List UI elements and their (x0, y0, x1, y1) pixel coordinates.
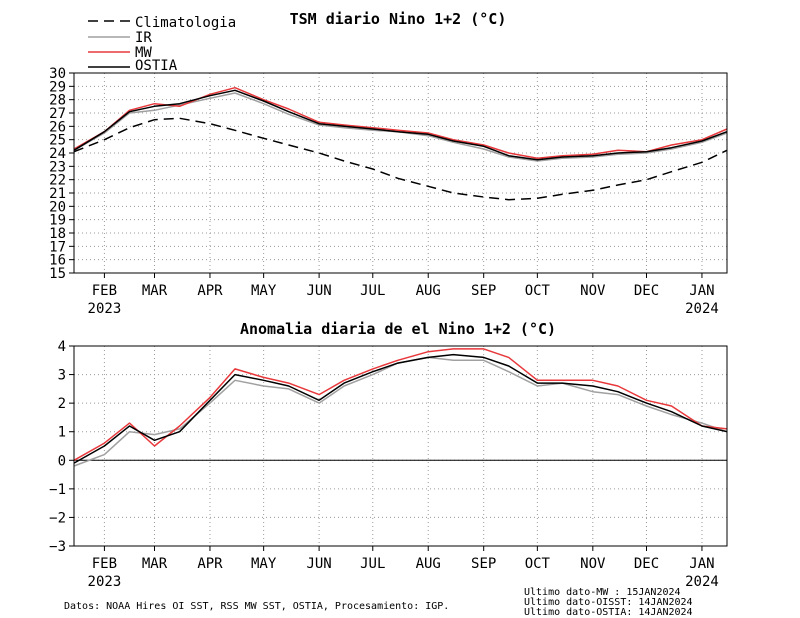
top-ytick-label-10: 20 (49, 199, 66, 215)
top-xtick-year-0: 2023 (88, 301, 122, 317)
top-xtick-label-4: JUN (306, 283, 331, 299)
bottom-xtick-label-10: DEC (634, 556, 659, 572)
legend-label-mw: MW (135, 45, 152, 61)
top-ytick-label-0: 30 (49, 66, 66, 82)
top-xtick-label-1: MAR (142, 283, 168, 299)
top-ytick-label-9: 21 (49, 186, 66, 202)
bottom-series-mw (73, 348, 728, 461)
top-ytick-label-4: 26 (49, 119, 66, 135)
top-xtick-label-5: JUL (360, 283, 385, 299)
top-chart-title: TSM diario Nino 1+2 (°C) (290, 10, 507, 28)
bottom-xtick-label-8: OCT (525, 556, 551, 572)
legend: Climatologia IR MW OSTIA (88, 15, 236, 74)
bottom-ytick-label-4: 0 (58, 453, 66, 469)
bottom-series-ir (73, 356, 728, 467)
bottom-xtick-label-9: NOV (580, 556, 606, 572)
top-ytick-label-1: 29 (49, 79, 66, 95)
top-ytick-label-12: 18 (49, 226, 66, 242)
bottom-frame (73, 345, 728, 547)
bottom-xtick-year-11: 2024 (685, 574, 719, 590)
top-ytick-label-15: 15 (49, 266, 66, 282)
bottom-ytick-label-2: 2 (58, 396, 66, 412)
top-xtick-label-2: APR (197, 283, 223, 299)
bottom-xtick-year-0: 2023 (88, 574, 122, 590)
bottom-plot-area: 4 3 2 1 0 −1 −2 −3 FEB 2023 MAR APR MAY JUN JUL AUG SEP O… (49, 339, 728, 590)
top-ytick-label-13: 17 (49, 239, 66, 255)
bottom-xtick-label-0: FEB (92, 556, 117, 572)
bottom-xtick-label-3: MAY (251, 556, 277, 572)
top-xtick-label-0: FEB (92, 283, 117, 299)
legend-label-climatologia: Climatologia (135, 15, 236, 31)
footer-last-oisst: Ultimo dato-OISST: 14JAN2024 (524, 597, 693, 608)
top-series-ostia (73, 89, 728, 161)
bottom-series-ostia (73, 353, 728, 464)
bottom-xtick-label-1: MAR (142, 556, 168, 572)
top-ytick-label-5: 25 (49, 133, 66, 149)
bottom-ytick-label-1: 3 (58, 368, 66, 384)
bottom-xtick-label-7: SEP (471, 556, 496, 572)
top-xtick-label-8: OCT (525, 283, 551, 299)
footer-last-ostia: Ultimo dato-OSTIA: 14JAN2024 (524, 607, 693, 618)
bottom-ytick-label-6: −2 (49, 510, 66, 526)
bottom-ytick-label-3: 1 (58, 425, 66, 441)
bottom-xtick-label-6: AUG (416, 556, 441, 572)
top-ytick-label-6: 24 (49, 146, 66, 162)
top-series-climatologia (73, 117, 728, 201)
top-ytick-label-8: 22 (49, 173, 66, 189)
bottom-xtick-label-2: APR (197, 556, 223, 572)
legend-label-ostia: OSTIA (135, 58, 178, 74)
top-ytick-label-11: 19 (49, 213, 66, 229)
footer-last-mw: Ultimo dato-MW : 15JAN2024 (524, 587, 681, 598)
top-ytick-label-14: 16 (49, 253, 66, 269)
bottom-ytick-label-0: 4 (58, 339, 66, 355)
bottom-ytick-label-7: −3 (49, 539, 66, 555)
bottom-chart-title: Anomalia diaria de el Nino 1+2 (°C) (240, 320, 556, 338)
top-ytick-label-7: 23 (49, 159, 66, 175)
legend-label-ir: IR (135, 30, 152, 46)
top-ytick-label-2: 28 (49, 93, 66, 109)
top-xtick-label-9: NOV (580, 283, 606, 299)
bottom-xtick-label-4: JUN (306, 556, 331, 572)
top-xtick-label-7: SEP (471, 283, 496, 299)
bottom-ytick-label-5: −1 (49, 482, 66, 498)
footer-source: Datos: NOAA Hires OI SST, RSS MW SST, OS… (64, 601, 449, 612)
top-xtick-label-6: AUG (416, 283, 441, 299)
bottom-xtick-label-5: JUL (360, 556, 385, 572)
top-xtick-label-3: MAY (251, 283, 277, 299)
top-frame (73, 72, 728, 274)
top-xtick-label-10: DEC (634, 283, 659, 299)
top-series-mw (73, 86, 728, 160)
top-xtick-label-11: JAN (689, 283, 714, 299)
top-xtick-year-11: 2024 (685, 301, 719, 317)
bottom-xtick-label-11: JAN (689, 556, 714, 572)
top-ytick-label-3: 27 (49, 106, 66, 122)
